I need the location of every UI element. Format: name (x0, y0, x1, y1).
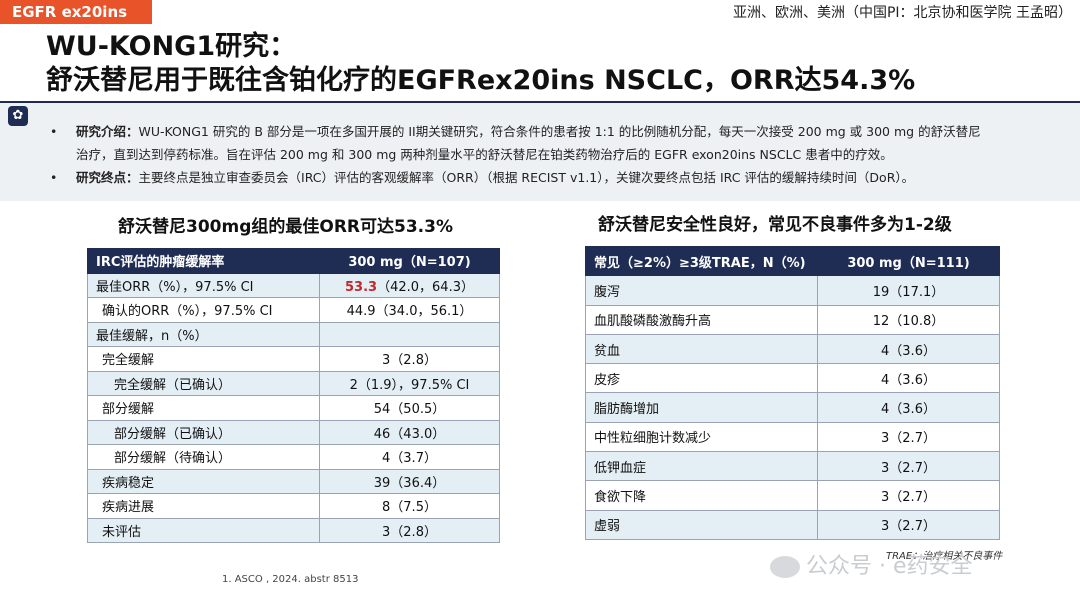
safety-subtitle: 舒沃替尼安全性良好，常见不良事件多为1-2级 (598, 215, 952, 235)
table-row: 未评估 3（2.8） (87, 517, 500, 543)
table-row: 部分缓解（待确认） 4（3.7） (87, 444, 500, 470)
study-text-2: 治疗，直到达到停药标准。旨在评估 200 mg 和 300 mg 两种剂量水平的… (76, 147, 893, 162)
row-label: 贫血 (585, 333, 818, 365)
row-label: 中性粒细胞计数减少 (585, 421, 818, 453)
column-header: 300 mg（N=107) (319, 248, 500, 274)
row-value: 4（3.6） (817, 333, 1000, 365)
row-label: 疾病稳定 (87, 468, 320, 494)
row-value (319, 321, 500, 347)
row-value: 3（2.7） (817, 509, 1000, 540)
study-bullet-cont: 治疗，直到达到停药标准。旨在评估 200 mg 和 300 mg 两种剂量水平的… (50, 143, 1060, 166)
table-row: 确认的ORR（%），97.5% CI 44.9（34.0，56.1） (87, 297, 500, 323)
row-value: 4（3.6） (817, 392, 1000, 423)
row-value: 53.3（42.0，64.3） (319, 272, 500, 298)
table-row: 疾病进展 8（7.5） (87, 493, 500, 519)
row-label: 血肌酸磷酸激酶升高 (585, 304, 818, 335)
row-label: 完全缓解（已确认） (87, 370, 320, 396)
bullet-icon: • (50, 170, 58, 185)
table-row: 部分缓解（已确认） 46（43.0） (87, 419, 500, 445)
row-label: 确认的ORR（%），97.5% CI (87, 297, 320, 323)
efficacy-subtitle: 舒沃替尼300mg组的最佳ORR可达53.3% (118, 217, 453, 237)
row-label: 部分缓解 (87, 395, 320, 421)
table-header-row: IRC评估的肿瘤缓解率 300 mg（N=107) (87, 248, 500, 274)
table-row: 虚弱 3（2.7） (585, 509, 1000, 540)
safety-table: 常见（≥2%）≥3级TRAE，N（%) 300 mg（N=111) 腹泻 19（… (585, 245, 1000, 540)
row-label: 最佳ORR（%），97.5% CI (87, 272, 320, 298)
row-label: 疾病进展 (87, 493, 320, 519)
table-row: 中性粒细胞计数减少 3（2.7） (585, 421, 1000, 453)
row-value: 19（17.1） (817, 275, 1000, 306)
column-header: 300 mg（N=111) (817, 245, 1000, 277)
row-label: 未评估 (87, 517, 320, 543)
row-value: 39（36.4） (319, 468, 500, 494)
row-value: 44.9（34.0，56.1） (319, 297, 500, 323)
table-row: 脂肪酶增加 4（3.6） (585, 392, 1000, 423)
endpoint-text: 主要终点是独立审查委员会（IRC）评估的客观缓解率（ORR）（根据 RECIST… (138, 170, 915, 185)
region-note: 亚洲、欧洲、美洲（中国PI：北京协和医学院 王孟昭） (732, 5, 1072, 21)
table-row: 部分缓解 54（50.5） (87, 395, 500, 421)
watermark-text: 公众号 · e药安全 (806, 554, 973, 579)
row-value: 54（50.5） (319, 395, 500, 421)
row-label: 低钾血症 (585, 451, 818, 482)
table-row: 腹泻 19（17.1） (585, 275, 1000, 306)
row-value: 12（10.8） (817, 304, 1000, 335)
title-line-2: 舒沃替尼用于既往含铂化疗的EGFRex20ins NSCLC，ORR达54.3% (46, 65, 916, 96)
value-range: （42.0，64.3） (377, 279, 474, 295)
row-label: 完全缓解 (87, 346, 320, 372)
efficacy-table: IRC评估的肿瘤缓解率 300 mg（N=107) 最佳ORR（%），97.5%… (87, 248, 500, 543)
divider-line (0, 101, 1080, 103)
logo-icon: ✿ (8, 106, 28, 126)
table-row: 最佳ORR（%），97.5% CI 53.3（42.0，64.3） (87, 272, 500, 298)
reference-footnote: 1. ASCO , 2024. abstr 8513 (222, 574, 359, 585)
wechat-icon (770, 556, 800, 578)
row-value: 3（2.8） (319, 346, 500, 372)
row-value: 3（2.7） (817, 480, 1000, 511)
row-label: 腹泻 (585, 275, 818, 306)
bullet-icon: • (50, 124, 58, 139)
row-value: 3（2.7） (817, 421, 1000, 453)
row-value: 4（3.7） (319, 444, 500, 470)
column-header: IRC评估的肿瘤缓解率 (87, 248, 320, 274)
row-label: 部分缓解（待确认） (87, 444, 320, 470)
watermark: 公众号 · e药安全 (770, 548, 973, 580)
table-row: 最佳缓解，n（%） (87, 321, 500, 347)
slide-title: WU-KONG1研究： 舒沃替尼用于既往含铂化疗的EGFRex20ins NSC… (46, 30, 915, 98)
row-value: 4（3.6） (817, 363, 1000, 394)
table-row: 贫血 4（3.6） (585, 333, 1000, 365)
highlight-value: 53.3 (345, 279, 378, 295)
row-value: 46（43.0） (319, 419, 500, 445)
endpoint-bullet: • 研究终点：主要终点是独立审查委员会（IRC）评估的客观缓解率（ORR）（根据… (50, 166, 1060, 189)
title-line-1: WU-KONG1研究： (46, 31, 297, 62)
study-text-1: WU-KONG1 研究的 B 部分是一项在多国开展的 II期关键研究，符合条件的… (138, 124, 981, 139)
table-row: 皮疹 4（3.6） (585, 363, 1000, 394)
intro-bullets: • 研究介绍：WU-KONG1 研究的 B 部分是一项在多国开展的 II期关键研… (50, 120, 1060, 189)
row-label: 皮疹 (585, 363, 818, 394)
row-label: 虚弱 (585, 509, 818, 540)
row-label: 食欲下降 (585, 480, 818, 511)
endpoint-label: 研究终点： (76, 170, 139, 185)
column-header: 常见（≥2%）≥3级TRAE，N（%) (585, 245, 818, 277)
row-value: 2（1.9），97.5% CI (319, 370, 500, 396)
intro-band (0, 101, 1080, 201)
row-value: 8（7.5） (319, 493, 500, 519)
topic-tag: EGFR ex20ins (0, 0, 152, 24)
row-label: 脂肪酶增加 (585, 392, 818, 423)
row-value: 3（2.8） (319, 517, 500, 543)
table-row: 血肌酸磷酸激酶升高 12（10.8） (585, 304, 1000, 335)
table-row: 食欲下降 3（2.7） (585, 480, 1000, 511)
table-row: 低钾血症 3（2.7） (585, 451, 1000, 482)
row-value: 3（2.7） (817, 451, 1000, 482)
table-row: 疾病稳定 39（36.4） (87, 468, 500, 494)
row-label: 最佳缓解，n（%） (87, 321, 320, 347)
row-label: 部分缓解（已确认） (87, 419, 320, 445)
table-row: 完全缓解 3（2.8） (87, 346, 500, 372)
table-row: 完全缓解（已确认） 2（1.9），97.5% CI (87, 370, 500, 396)
study-label: 研究介绍： (76, 124, 139, 139)
table-header-row: 常见（≥2%）≥3级TRAE，N（%) 300 mg（N=111) (585, 245, 1000, 277)
study-bullet: • 研究介绍：WU-KONG1 研究的 B 部分是一项在多国开展的 II期关键研… (50, 120, 1060, 143)
trae-note: TRAE：治疗相关不良事件 (886, 551, 1003, 562)
